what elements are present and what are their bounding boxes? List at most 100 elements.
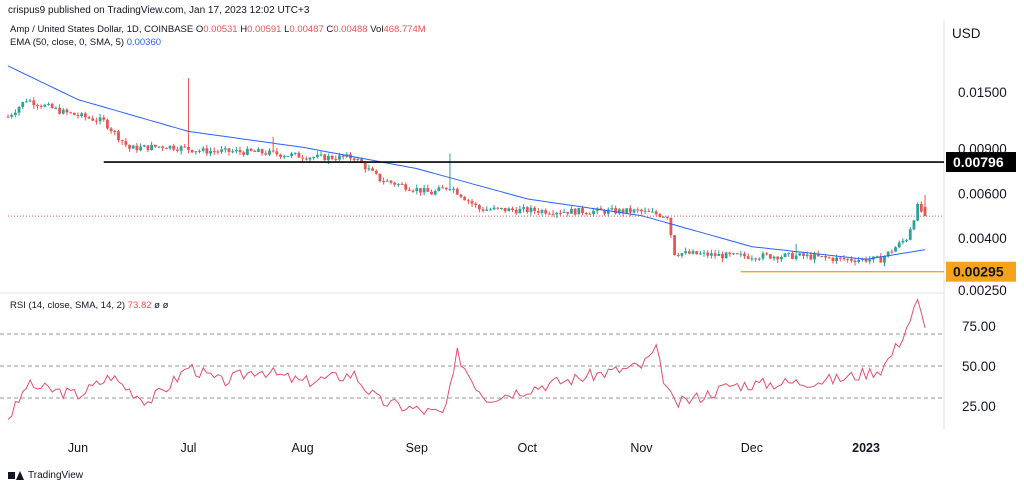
tradingview-logo-icon xyxy=(8,470,24,481)
candle-body xyxy=(584,213,588,215)
candle-body xyxy=(710,253,713,256)
candle-body xyxy=(389,180,393,183)
ema-legend[interactable]: EMA (50, close, 0, SMA, 5) 0.00360 xyxy=(10,37,161,48)
candle-body xyxy=(430,191,433,195)
candle-body xyxy=(614,208,618,214)
candle-body xyxy=(835,257,839,262)
candle-body xyxy=(525,207,529,213)
candle-body xyxy=(809,254,813,260)
candle-body xyxy=(242,152,246,155)
candle-body xyxy=(765,253,769,255)
candle-body xyxy=(21,101,25,108)
candle-body xyxy=(76,114,80,117)
candle-body xyxy=(54,107,58,109)
candle-body xyxy=(772,256,776,259)
rsi-legend[interactable]: RSI (14, close, SMA, 14, 2) 73.82 ø ø xyxy=(10,300,168,311)
candle-body xyxy=(816,254,820,257)
currency-label: USD xyxy=(952,26,981,41)
candle-body xyxy=(879,256,883,263)
candle-body xyxy=(363,162,367,170)
candle-body xyxy=(684,251,688,254)
candle-body xyxy=(378,173,382,182)
candle-body xyxy=(923,206,927,217)
candle-body xyxy=(179,146,183,151)
price-tick-label: 0.00250 xyxy=(958,283,1007,298)
price-tick-label: 0.00600 xyxy=(958,186,1007,201)
rsi-line xyxy=(7,298,926,420)
candle-body xyxy=(131,145,135,149)
candle-body xyxy=(492,207,496,210)
price-pane xyxy=(6,65,944,273)
candle-body xyxy=(411,190,415,192)
candle-body xyxy=(698,253,702,255)
tradingview-footer[interactable]: TradingView xyxy=(8,470,83,481)
candle-body xyxy=(253,150,257,152)
candle-body xyxy=(176,149,179,151)
candle-body xyxy=(286,155,290,157)
candle-body xyxy=(72,112,76,115)
close-label: C xyxy=(326,24,334,35)
candle-body xyxy=(319,154,323,156)
candle-body xyxy=(271,150,275,152)
candle-body xyxy=(842,258,846,260)
candle-body xyxy=(135,145,139,151)
candle-body xyxy=(606,209,610,214)
candle-body xyxy=(80,113,84,117)
rsi-tick-label: 75.00 xyxy=(962,319,996,334)
candle-body xyxy=(820,255,824,257)
candle-body xyxy=(573,208,577,215)
candle-body xyxy=(279,154,282,157)
candle-body xyxy=(396,183,400,185)
candle-body xyxy=(791,252,794,259)
candle-body xyxy=(897,242,901,248)
candle-body xyxy=(754,258,757,260)
candle-body xyxy=(433,190,437,195)
candle-body xyxy=(610,208,614,210)
candle-body xyxy=(470,201,474,204)
candle-body xyxy=(647,210,651,212)
candle-body xyxy=(172,145,176,150)
price-tick-label: 0.00400 xyxy=(958,231,1007,246)
candle-body xyxy=(824,255,827,258)
candle-body xyxy=(437,187,441,191)
candle-body xyxy=(912,220,916,230)
candle-body xyxy=(238,150,242,153)
candle-body xyxy=(676,254,680,256)
candle-body xyxy=(10,114,14,117)
candle-body xyxy=(360,158,363,163)
candle-body xyxy=(805,254,809,256)
candle-body xyxy=(223,148,227,150)
candle-body xyxy=(794,255,798,259)
price-tick-label: 0.00900 xyxy=(958,141,1007,156)
candle-body xyxy=(846,258,850,260)
candle-body xyxy=(297,152,301,158)
candle-body xyxy=(680,253,684,256)
candle-body xyxy=(264,153,268,155)
candle-body xyxy=(886,251,890,257)
candle-body xyxy=(139,146,142,151)
candle-body xyxy=(308,157,312,160)
candle-body xyxy=(735,253,739,255)
candle-body xyxy=(687,251,691,254)
candle-body xyxy=(106,119,109,129)
rsi-na-1: ø xyxy=(154,300,160,311)
x-tick-label: Nov xyxy=(630,441,653,455)
candle-body xyxy=(459,194,463,198)
candle-body xyxy=(875,256,879,258)
published-header: crispus9 published on TradingView.com, J… xyxy=(8,5,310,16)
candle-body xyxy=(732,253,735,255)
candle-body xyxy=(341,155,345,157)
candle-body xyxy=(551,213,555,215)
candle-body xyxy=(463,197,467,201)
candle-body xyxy=(706,252,710,256)
candle-body xyxy=(916,203,920,221)
candle-body xyxy=(802,253,805,256)
candle-body xyxy=(857,259,861,263)
rsi-label: RSI (14, close, SMA, 14, 2) xyxy=(10,300,126,311)
candle-body xyxy=(522,207,525,209)
candle-body xyxy=(570,208,573,214)
candle-body xyxy=(161,146,165,149)
candle-body xyxy=(500,207,503,209)
symbol-legend[interactable]: Amp / United States Dollar, 1D, COINBASE… xyxy=(10,24,426,35)
